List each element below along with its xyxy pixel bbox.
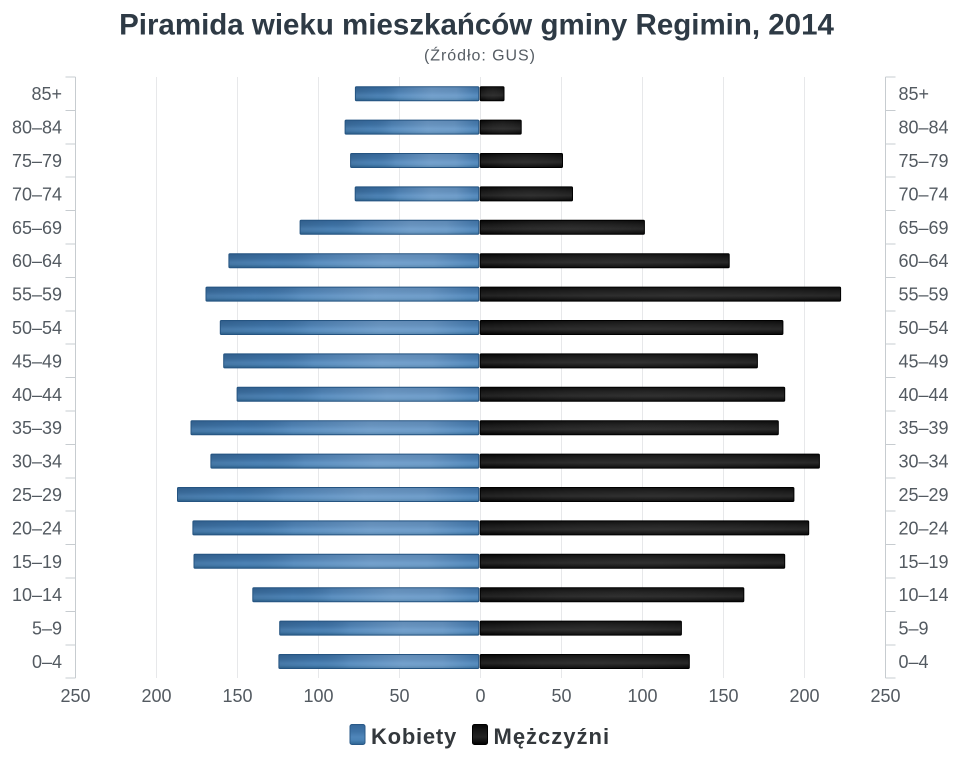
svg-text:150: 150 [708,686,738,706]
svg-text:45–49: 45–49 [899,351,949,371]
svg-text:70–74: 70–74 [899,184,949,204]
svg-text:35–39: 35–39 [12,418,62,438]
svg-text:30–34: 30–34 [12,452,62,472]
svg-text:20–24: 20–24 [899,518,949,538]
svg-text:15–19: 15–19 [899,552,949,572]
svg-text:75–79: 75–79 [899,151,949,171]
svg-text:60–64: 60–64 [12,251,62,271]
svg-text:45–49: 45–49 [12,351,62,371]
svg-text:15–19: 15–19 [12,552,62,572]
svg-text:Mężczyźni: Mężczyźni [494,724,611,749]
svg-text:0: 0 [475,686,485,706]
svg-text:85+: 85+ [899,84,930,104]
svg-text:40–44: 40–44 [12,385,62,405]
svg-text:150: 150 [222,686,252,706]
svg-text:70–74: 70–74 [12,184,62,204]
svg-text:100: 100 [627,686,657,706]
svg-text:(Źródło: GUS): (Źródło: GUS) [424,46,536,65]
svg-text:35–39: 35–39 [899,418,949,438]
svg-text:10–14: 10–14 [899,585,949,605]
svg-text:80–84: 80–84 [899,118,949,138]
svg-text:Kobiety: Kobiety [371,724,457,749]
svg-text:50: 50 [389,686,409,706]
svg-text:50: 50 [551,686,571,706]
svg-text:55–59: 55–59 [12,285,62,305]
svg-text:65–69: 65–69 [899,218,949,238]
svg-text:5–9: 5–9 [32,619,62,639]
svg-text:80–84: 80–84 [12,118,62,138]
svg-text:100: 100 [303,686,333,706]
svg-text:250: 250 [870,686,900,706]
svg-text:65–69: 65–69 [12,218,62,238]
svg-text:10–14: 10–14 [12,585,62,605]
svg-text:55–59: 55–59 [899,285,949,305]
svg-text:250: 250 [60,686,90,706]
svg-text:200: 200 [789,686,819,706]
svg-text:20–24: 20–24 [12,518,62,538]
svg-text:25–29: 25–29 [899,485,949,505]
svg-text:5–9: 5–9 [899,619,929,639]
svg-text:50–54: 50–54 [12,318,62,338]
svg-text:30–34: 30–34 [899,452,949,472]
svg-text:0–4: 0–4 [899,652,929,672]
svg-text:50–54: 50–54 [899,318,949,338]
svg-text:200: 200 [141,686,171,706]
svg-text:75–79: 75–79 [12,151,62,171]
svg-text:85+: 85+ [31,84,62,104]
svg-text:60–64: 60–64 [899,251,949,271]
svg-text:0–4: 0–4 [32,652,62,672]
svg-text:40–44: 40–44 [899,385,949,405]
svg-text:25–29: 25–29 [12,485,62,505]
svg-text:Piramida wieku mieszkańców gmi: Piramida wieku mieszkańców gminy Regimin… [119,9,834,42]
